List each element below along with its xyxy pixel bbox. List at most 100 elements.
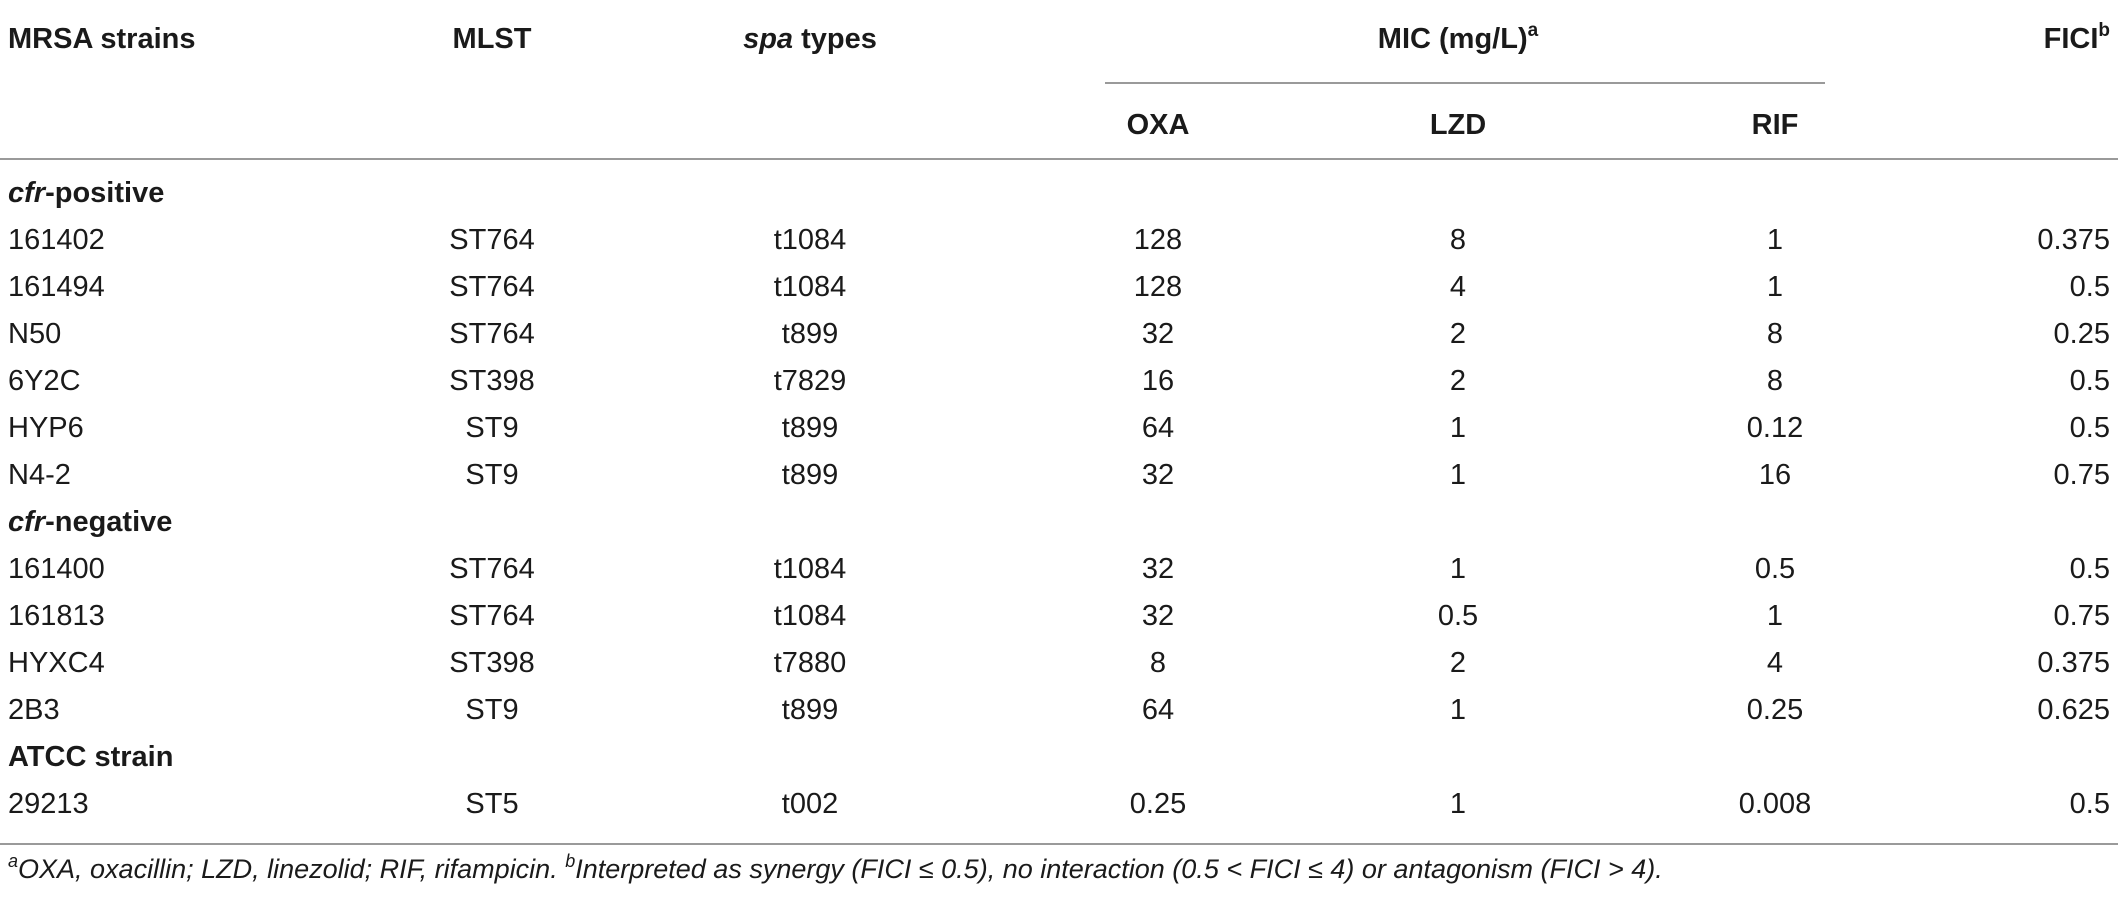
cell-strain: 29213 <box>8 788 89 820</box>
cell-fici: 0.5 <box>2069 788 2110 820</box>
cell-rif: 0.25 <box>1746 694 1804 726</box>
cell-oxa: 8 <box>1149 647 1167 679</box>
cell-fici: 0.375 <box>2037 647 2110 679</box>
cell-oxa: 16 <box>1141 365 1175 397</box>
header-rif: RIF <box>1751 109 1799 141</box>
cell-fici: 0.5 <box>2069 412 2110 444</box>
cell-lzd: 4 <box>1449 271 1467 303</box>
cell-fici: 0.75 <box>2053 459 2110 491</box>
table-bottom-rule <box>0 843 2118 845</box>
cell-mlst: ST9 <box>465 694 519 726</box>
footnote-text-a: OXA, oxacillin; LZD, linezolid; RIF, rif… <box>18 854 566 884</box>
cell-fici: 0.75 <box>2053 600 2110 632</box>
footnote-sup-a: a <box>8 851 19 871</box>
cell-rif: 16 <box>1758 459 1792 491</box>
cell-oxa: 0.25 <box>1129 788 1187 820</box>
cell-fici: 0.625 <box>2037 694 2110 726</box>
cell-oxa: 32 <box>1141 318 1175 350</box>
section-header-italic: cfr <box>8 177 46 209</box>
cell-mlst: ST764 <box>449 553 535 585</box>
cell-strain: 161813 <box>8 600 105 632</box>
section-header: cfr-negative <box>8 505 172 539</box>
cell-spa: t1084 <box>773 271 847 303</box>
cell-oxa: 32 <box>1141 459 1175 491</box>
section-header-text: -negative <box>45 506 173 538</box>
cell-spa: t1084 <box>773 553 847 585</box>
cell-rif: 8 <box>1766 318 1784 350</box>
cell-rif: 0.5 <box>1754 553 1796 585</box>
cell-strain: 161400 <box>8 553 105 585</box>
header-spa-types: spa types <box>743 22 877 56</box>
cell-strain: HYXC4 <box>8 647 105 679</box>
cell-mlst: ST764 <box>449 271 535 303</box>
section-header: cfr-positive <box>8 176 164 210</box>
cell-mlst: ST398 <box>449 365 535 397</box>
cell-mlst: ST9 <box>465 459 519 491</box>
cell-spa: t1084 <box>773 600 847 632</box>
section-header-text: ATCC strain <box>8 741 174 773</box>
cell-strain: 2B3 <box>8 694 60 726</box>
cell-fici: 0.5 <box>2069 271 2110 303</box>
cell-strain: 6Y2C <box>8 365 81 397</box>
cell-oxa: 128 <box>1133 224 1183 256</box>
cell-lzd: 2 <box>1449 647 1467 679</box>
section-header: ATCC strain <box>8 740 173 774</box>
cell-spa: t7829 <box>773 365 847 397</box>
cell-fici: 0.375 <box>2037 224 2110 256</box>
header-fici-label: FICI <box>2043 23 2099 55</box>
cell-strain: N4-2 <box>8 459 71 491</box>
cell-spa: t002 <box>781 788 839 820</box>
section-header-text: -positive <box>45 177 165 209</box>
cell-mlst: ST5 <box>465 788 519 820</box>
cell-lzd: 1 <box>1449 459 1467 491</box>
cell-mlst: ST764 <box>449 600 535 632</box>
cell-strain: N50 <box>8 318 62 350</box>
cell-lzd: 2 <box>1449 365 1467 397</box>
cell-lzd: 0.5 <box>1437 600 1479 632</box>
header-mic-label: MIC (mg/L) <box>1377 23 1528 55</box>
cell-oxa: 64 <box>1141 412 1175 444</box>
cell-spa: t7880 <box>773 647 847 679</box>
cell-strain: HYP6 <box>8 412 84 444</box>
cell-lzd: 1 <box>1449 412 1467 444</box>
cell-lzd: 8 <box>1449 224 1467 256</box>
header-spa-italic: spa <box>743 23 794 55</box>
cell-fici: 0.5 <box>2069 553 2110 585</box>
cell-spa: t899 <box>781 318 839 350</box>
cell-rif: 1 <box>1766 224 1784 256</box>
cell-fici: 0.25 <box>2053 318 2110 350</box>
cell-oxa: 32 <box>1141 600 1175 632</box>
cell-fici: 0.5 <box>2069 365 2110 397</box>
cell-rif: 1 <box>1766 600 1784 632</box>
header-mic: MIC (mg/L)a <box>1377 21 1538 56</box>
cell-lzd: 1 <box>1449 694 1467 726</box>
cell-rif: 0.12 <box>1746 412 1804 444</box>
header-lzd: LZD <box>1429 109 1487 141</box>
cell-mlst: ST398 <box>449 647 535 679</box>
table-footnote: aOXA, oxacillin; LZD, linezolid; RIF, ri… <box>8 851 1663 885</box>
cell-spa: t899 <box>781 694 839 726</box>
section-header-italic: cfr <box>8 506 46 538</box>
header-spa-rest: types <box>793 23 877 55</box>
footnote-text-b: Interpreted as synergy (FICI ≤ 0.5), no … <box>575 854 1663 884</box>
cell-spa: t899 <box>781 459 839 491</box>
cell-oxa: 128 <box>1133 271 1183 303</box>
cell-mlst: ST764 <box>449 224 535 256</box>
cell-spa: t1084 <box>773 224 847 256</box>
header-strain: MRSA strains <box>8 23 196 55</box>
cell-strain: 161494 <box>8 271 105 303</box>
header-bottom-rule <box>0 158 2118 160</box>
header-fici-sup: b <box>2098 20 2110 41</box>
header-oxa: OXA <box>1126 109 1190 141</box>
cell-lzd: 1 <box>1449 788 1467 820</box>
cell-mlst: ST9 <box>465 412 519 444</box>
cell-strain: 161402 <box>8 224 105 256</box>
footnote-sup-b: b <box>565 851 576 871</box>
cell-mlst: ST764 <box>449 318 535 350</box>
cell-rif: 8 <box>1766 365 1784 397</box>
cell-rif: 0.008 <box>1738 788 1812 820</box>
cell-rif: 1 <box>1766 271 1784 303</box>
cell-spa: t899 <box>781 412 839 444</box>
header-mlst: MLST <box>452 23 532 55</box>
cell-lzd: 1 <box>1449 553 1467 585</box>
